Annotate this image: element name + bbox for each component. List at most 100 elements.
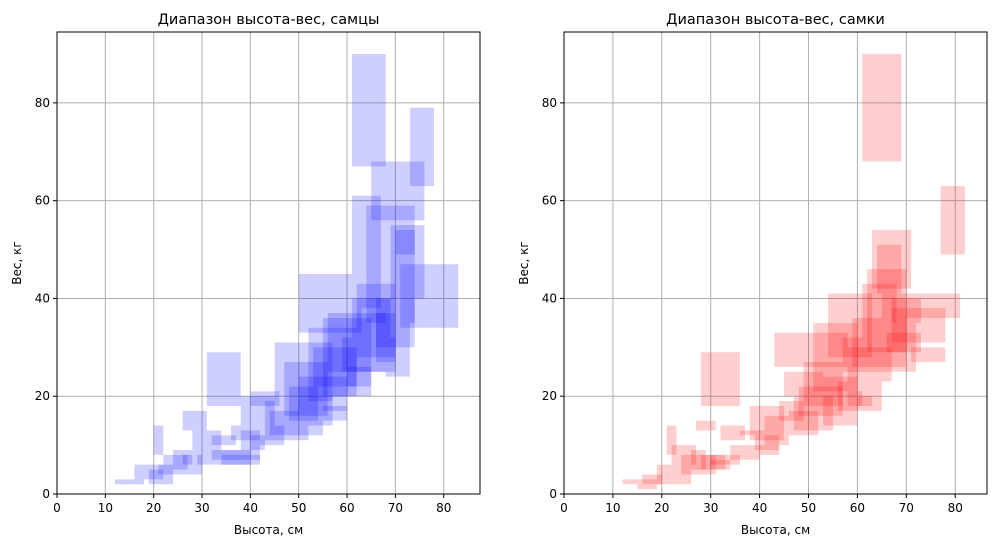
range-rect <box>129 479 145 485</box>
range-rect <box>671 445 697 465</box>
range-rect <box>740 430 765 436</box>
x-tick-label: 20 <box>654 501 669 515</box>
range-rect <box>784 371 824 397</box>
range-rect <box>376 298 415 348</box>
x-tick-label: 30 <box>194 501 209 515</box>
range-rect <box>862 283 897 338</box>
range-rect <box>351 298 391 338</box>
range-rect <box>260 425 285 446</box>
range-rect <box>163 454 188 470</box>
range-rect <box>798 386 843 416</box>
axes-frame <box>563 31 988 495</box>
range-rect <box>749 406 785 441</box>
range-rect <box>206 352 241 406</box>
range-rect <box>390 225 425 299</box>
range-rect <box>730 445 760 460</box>
range-rect <box>240 430 261 460</box>
range-rect <box>700 454 726 470</box>
range-rect <box>409 107 435 186</box>
range-rect <box>842 337 897 372</box>
range-rect <box>886 332 921 353</box>
range-rect <box>182 410 207 431</box>
range-rect <box>666 425 677 455</box>
range-rect <box>366 205 415 323</box>
range-rect <box>681 454 716 475</box>
x-tick-label: 0 <box>53 501 61 515</box>
x-tick-label: 70 <box>388 501 403 515</box>
range-rect <box>211 435 236 446</box>
range-rect <box>342 337 396 372</box>
range-rect <box>759 445 780 455</box>
range-rect <box>710 454 741 465</box>
range-rect <box>857 396 873 406</box>
range-rect <box>308 396 333 426</box>
y-tick-label: 20 <box>542 389 557 403</box>
range-rect <box>289 386 319 421</box>
x-tick-label: 30 <box>703 501 718 515</box>
range-rect <box>823 376 858 426</box>
y-tick-label: 80 <box>35 96 50 110</box>
y-tick-label: 0 <box>42 487 50 501</box>
range-rect <box>828 293 873 358</box>
range-rect <box>153 425 164 455</box>
range-rect <box>852 318 907 367</box>
range-rect <box>891 298 921 323</box>
range-rect <box>250 391 280 406</box>
range-rect <box>400 264 459 328</box>
range-rect <box>197 454 241 465</box>
x-tick-label: 80 <box>436 501 451 515</box>
range-rect <box>940 186 965 255</box>
range-rect <box>700 352 741 406</box>
range-rect <box>322 318 372 397</box>
range-rect <box>211 450 241 460</box>
range-rect <box>182 454 203 475</box>
range-rect <box>876 244 902 294</box>
range-rect <box>148 469 174 485</box>
y-tick-label: 60 <box>35 194 50 208</box>
x-axis-label: Высота, см <box>741 523 810 537</box>
range-rect <box>696 420 716 431</box>
chart-title: Диапазон высота-вес, самцы <box>158 12 380 28</box>
chart-title: Диапазон высота-вес, самки <box>666 12 885 28</box>
range-rect <box>173 450 193 465</box>
x-tick-label: 60 <box>339 501 354 515</box>
range-rect <box>754 435 780 450</box>
range-rect <box>872 230 912 289</box>
x-tick-label: 10 <box>605 501 620 515</box>
plot-males: 0 10 20 30 40 50 60 70 80 0 20 40 60 80 Диапазон высот… <box>10 12 481 537</box>
range-rect <box>298 274 362 333</box>
range-rect <box>240 454 261 465</box>
range-rect <box>862 54 902 162</box>
x-tick-label: 10 <box>98 501 113 515</box>
range-rect <box>764 415 789 446</box>
axes-frame <box>56 31 481 495</box>
range-rect <box>115 479 130 485</box>
range-rect <box>803 362 843 406</box>
range-rect <box>192 430 222 455</box>
range-rect <box>813 322 858 392</box>
range-rect <box>637 479 657 490</box>
range-rect <box>788 410 819 436</box>
range-rect <box>891 308 946 343</box>
range-rect <box>793 396 833 431</box>
y-tick-label: 40 <box>35 291 50 305</box>
y-tick-label: 60 <box>542 194 557 208</box>
x-tick-label: 60 <box>850 501 865 515</box>
range-rect <box>250 435 265 450</box>
y-tick-label: 0 <box>549 487 557 501</box>
range-rect <box>720 425 745 441</box>
range-rect <box>779 401 804 421</box>
range-rect <box>371 161 425 221</box>
range-rect <box>240 396 275 426</box>
range-rect <box>710 459 731 470</box>
range-rect <box>221 450 251 465</box>
x-axis-label: Высота, см <box>234 523 303 537</box>
range-rect <box>158 464 183 475</box>
range-rect <box>284 362 328 416</box>
range-rect <box>356 283 396 358</box>
range-rect <box>896 322 917 372</box>
range-rect <box>376 313 396 362</box>
range-rect <box>134 464 164 480</box>
range-rect <box>264 401 309 441</box>
